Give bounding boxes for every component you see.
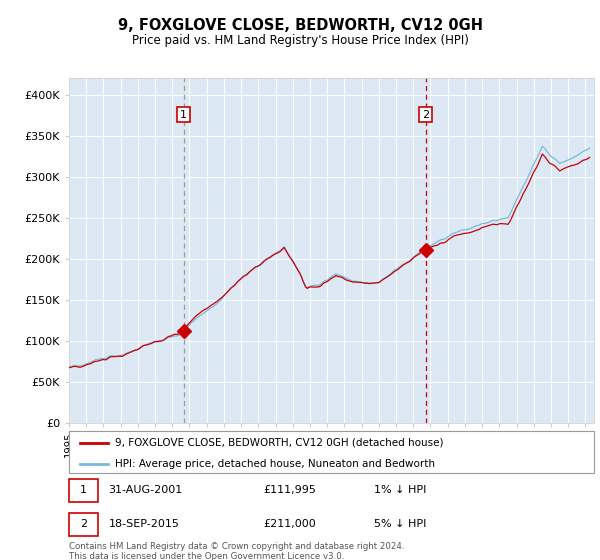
Text: 2: 2 xyxy=(422,110,429,120)
Text: £211,000: £211,000 xyxy=(263,519,316,529)
Text: 9, FOXGLOVE CLOSE, BEDWORTH, CV12 0GH (detached house): 9, FOXGLOVE CLOSE, BEDWORTH, CV12 0GH (d… xyxy=(115,438,444,448)
Bar xyxy=(69,513,98,536)
Text: 5% ↓ HPI: 5% ↓ HPI xyxy=(373,519,426,529)
Text: Contains HM Land Registry data © Crown copyright and database right 2024.
This d: Contains HM Land Registry data © Crown c… xyxy=(69,542,404,560)
Bar xyxy=(69,479,98,502)
Text: HPI: Average price, detached house, Nuneaton and Bedworth: HPI: Average price, detached house, Nune… xyxy=(115,459,435,469)
Text: 1% ↓ HPI: 1% ↓ HPI xyxy=(373,486,426,496)
Text: 31-AUG-2001: 31-AUG-2001 xyxy=(109,486,182,496)
Text: Price paid vs. HM Land Registry's House Price Index (HPI): Price paid vs. HM Land Registry's House … xyxy=(131,34,469,46)
Text: £111,995: £111,995 xyxy=(263,486,316,496)
Text: 1: 1 xyxy=(80,486,87,496)
Text: 1: 1 xyxy=(180,110,187,120)
Text: 2: 2 xyxy=(80,519,87,529)
Text: 18-SEP-2015: 18-SEP-2015 xyxy=(109,519,179,529)
Text: 9, FOXGLOVE CLOSE, BEDWORTH, CV12 0GH: 9, FOXGLOVE CLOSE, BEDWORTH, CV12 0GH xyxy=(118,18,482,33)
